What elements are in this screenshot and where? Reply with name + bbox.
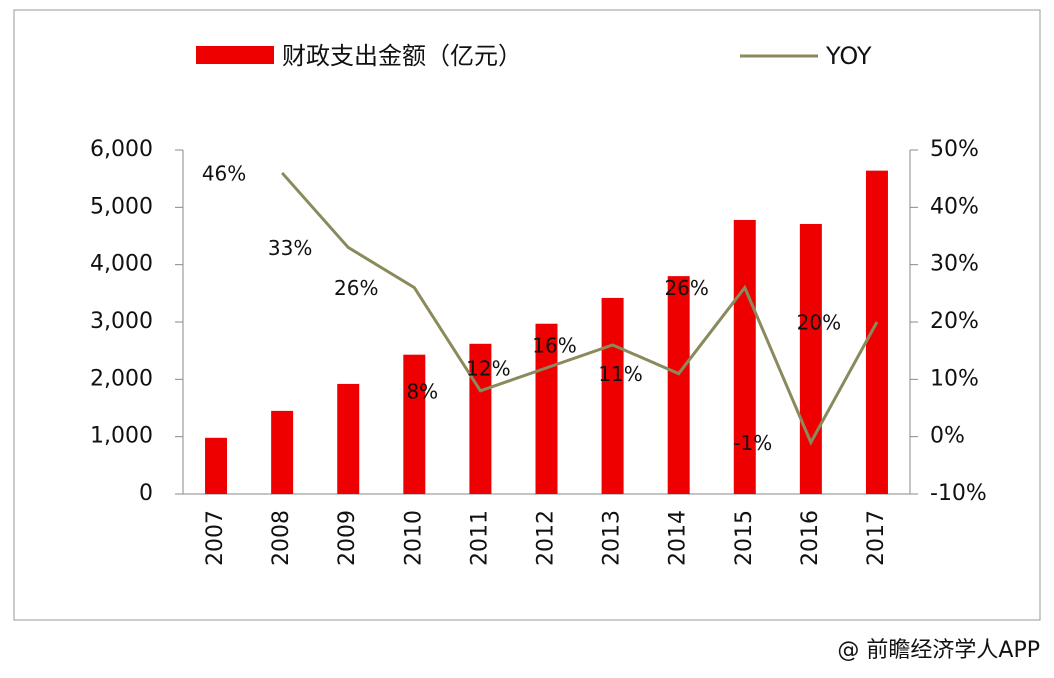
value-label: 33%	[268, 236, 312, 260]
y2-tick-label: 50%	[930, 137, 979, 162]
y2-tick-label: -10%	[930, 481, 987, 506]
chart-border	[13, 9, 1041, 621]
value-label: -1%	[733, 431, 772, 455]
y-tick-label: 4,000	[90, 252, 153, 277]
legend-swatch	[196, 46, 274, 64]
bar	[337, 383, 360, 494]
y-tick-label: 3,000	[90, 309, 153, 334]
bar	[799, 223, 822, 494]
y-tick-label: 6,000	[90, 137, 153, 162]
legend-label: 财政支出金额（亿元）	[282, 42, 522, 70]
y2-tick-label: 0%	[930, 424, 965, 449]
x-tick-label: 2014	[666, 510, 691, 566]
legend-label: YOY	[825, 42, 872, 70]
y2-tick-label: 40%	[930, 194, 979, 219]
value-label: 11%	[598, 362, 642, 386]
bar	[403, 354, 426, 494]
x-tick-label: 2016	[798, 510, 823, 566]
y2-tick-label: 20%	[930, 309, 979, 334]
line	[281, 171, 879, 446]
bar	[733, 219, 756, 495]
value-label: 26%	[334, 276, 378, 300]
value-label: 8%	[406, 379, 438, 403]
value-label: 12%	[466, 356, 510, 380]
value-label: 20%	[797, 311, 841, 335]
value-label: 46%	[202, 161, 246, 185]
y2-tick-label: 30%	[930, 252, 979, 277]
bar	[205, 437, 228, 494]
bar	[601, 297, 624, 494]
x-tick-label: 2012	[534, 510, 559, 566]
x-tick-label: 2017	[864, 510, 889, 566]
value-label: 16%	[532, 333, 576, 357]
y-tick-label: 0	[139, 481, 153, 506]
x-tick-label: 2009	[335, 510, 360, 566]
x-tick-label: 2007	[203, 510, 228, 566]
x-tick-label: 2011	[467, 510, 492, 566]
source: @ 前瞻经济学人APP	[837, 638, 1040, 663]
y-tick-label: 5,000	[90, 194, 153, 219]
bar	[865, 170, 888, 494]
y-tick-label: 2,000	[90, 366, 153, 391]
value-label: 26%	[664, 276, 708, 300]
x-tick-label: 2010	[401, 510, 426, 566]
y-tick-label: 1,000	[90, 424, 153, 449]
x-tick-label: 2008	[269, 510, 294, 566]
y2-tick-label: 10%	[930, 366, 979, 391]
x-tick-label: 2015	[732, 510, 757, 566]
x-tick-label: 2013	[600, 510, 625, 566]
bar	[271, 410, 294, 494]
bar	[667, 276, 690, 494]
